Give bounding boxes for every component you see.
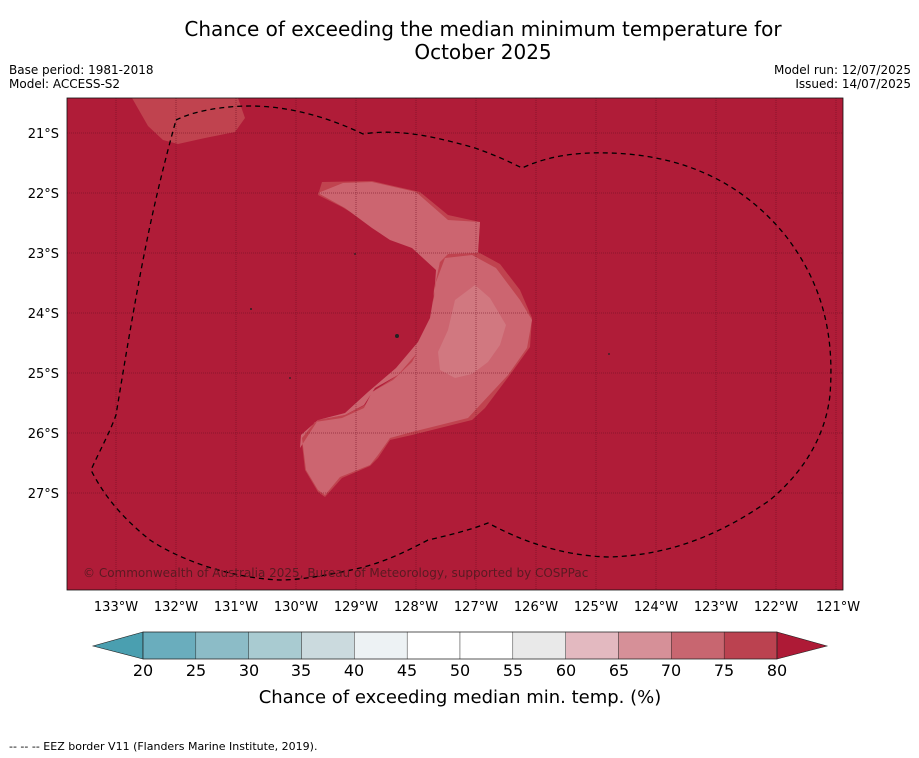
island-marker xyxy=(354,253,356,255)
longitude-labels: 133°W 132°W 131°W 130°W 129°W 128°W 127°… xyxy=(94,600,860,615)
lon-label: 122°W xyxy=(754,600,798,615)
colorbar-tick-label: 60 xyxy=(556,661,576,680)
island-marker xyxy=(250,308,252,310)
issued-text: Issued: 14/07/2025 xyxy=(795,77,911,91)
colorbar-segment xyxy=(406,631,461,660)
lon-label: 126°W xyxy=(514,600,558,615)
colorbar-segment xyxy=(195,631,249,660)
colorbar-tick-label: 75 xyxy=(714,661,734,680)
lon-label: 131°W xyxy=(214,600,258,615)
colorbar-tick-label: 80 xyxy=(767,661,787,680)
lon-label: 127°W xyxy=(454,600,498,615)
lat-label: 25°S xyxy=(28,367,59,382)
colorbar-segment xyxy=(618,631,672,660)
lon-label: 129°W xyxy=(334,600,378,615)
colorbar-label: Chance of exceeding median min. temp. (%… xyxy=(259,687,662,708)
model-run-text: Model run: 12/07/2025 xyxy=(773,63,911,77)
colorbar-segment xyxy=(671,631,725,660)
colorbar-tick-label: 35 xyxy=(291,661,311,680)
colorbar-segments xyxy=(142,631,778,660)
colorbar-tick-label: 70 xyxy=(661,661,681,680)
eez-footnote: -- -- -- EEZ border V11 (Flanders Marine… xyxy=(9,740,318,753)
colorbar-frame xyxy=(142,631,778,660)
colorbar-tick-label: 65 xyxy=(609,661,629,680)
lon-label: 124°W xyxy=(634,600,678,615)
lat-label: 27°S xyxy=(28,487,59,502)
meta-left: Base period: 1981-2018 Model: ACCESS-S2 xyxy=(9,63,154,91)
colorbar: 20 25 30 35 40 45 50 55 60 65 70 75 80 C… xyxy=(91,631,829,708)
colorbar-high-extend xyxy=(776,631,829,660)
lon-label: 125°W xyxy=(574,600,618,615)
title-line-2: October 2025 xyxy=(414,40,552,64)
map-title: Chance of exceeding the median minimum t… xyxy=(0,18,919,64)
colorbar-tick-label: 40 xyxy=(344,661,364,680)
map-frame xyxy=(66,97,844,591)
colorbar-ticks: 20 25 30 35 40 45 50 55 60 65 70 75 80 xyxy=(133,661,787,680)
lat-label: 22°S xyxy=(28,187,59,202)
colorbar-tick-label: 55 xyxy=(503,661,523,680)
lon-label: 130°W xyxy=(274,600,318,615)
island-marker xyxy=(395,334,399,338)
lon-label: 132°W xyxy=(154,600,198,615)
lat-label: 21°S xyxy=(28,127,59,142)
lat-label: 26°S xyxy=(28,427,59,442)
colorbar-tick-label: 25 xyxy=(186,661,206,680)
base-period-text: Base period: 1981-2018 xyxy=(9,63,154,77)
colorbar-segment xyxy=(565,631,619,660)
colorbar-segment xyxy=(142,631,197,660)
colorbar-segment xyxy=(301,631,355,660)
island-marker xyxy=(289,377,291,379)
contour-region-70-75-north xyxy=(132,98,245,144)
colorbar-segment xyxy=(248,631,302,660)
colorbar-tick-label: 45 xyxy=(397,661,417,680)
colorbar-segment xyxy=(512,631,566,660)
map-gridlines xyxy=(67,98,843,590)
contour-region-60-65 xyxy=(438,285,506,378)
colorbar-tick-label: 20 xyxy=(133,661,153,680)
lat-label: 24°S xyxy=(28,307,59,322)
title-line-1: Chance of exceeding the median minimum t… xyxy=(184,17,782,41)
contour-region-65-70 xyxy=(300,182,532,495)
island-marker xyxy=(608,353,610,355)
lon-label: 133°W xyxy=(94,600,138,615)
colorbar-segment xyxy=(459,631,514,660)
lon-label: 123°W xyxy=(694,600,738,615)
colorbar-tick-label: 30 xyxy=(239,661,259,680)
colorbar-tick-label: 50 xyxy=(450,661,470,680)
colorbar-low-extend xyxy=(91,631,144,660)
model-text: Model: ACCESS-S2 xyxy=(9,77,121,91)
copyright-text: © Commonwealth of Australia 2025, Bureau… xyxy=(83,566,588,580)
lat-label: 23°S xyxy=(28,247,59,262)
colorbar-segment xyxy=(354,631,408,660)
latitude-labels: 21°S 22°S 23°S 24°S 25°S 26°S 27°S xyxy=(28,127,59,502)
lon-label: 128°W xyxy=(394,600,438,615)
lon-label: 121°W xyxy=(816,600,860,615)
meta-right: Model run: 12/07/2025 Issued: 14/07/2025 xyxy=(774,63,911,91)
colorbar-segment xyxy=(723,631,778,660)
eez-border xyxy=(90,105,832,581)
island-markers xyxy=(250,253,610,379)
